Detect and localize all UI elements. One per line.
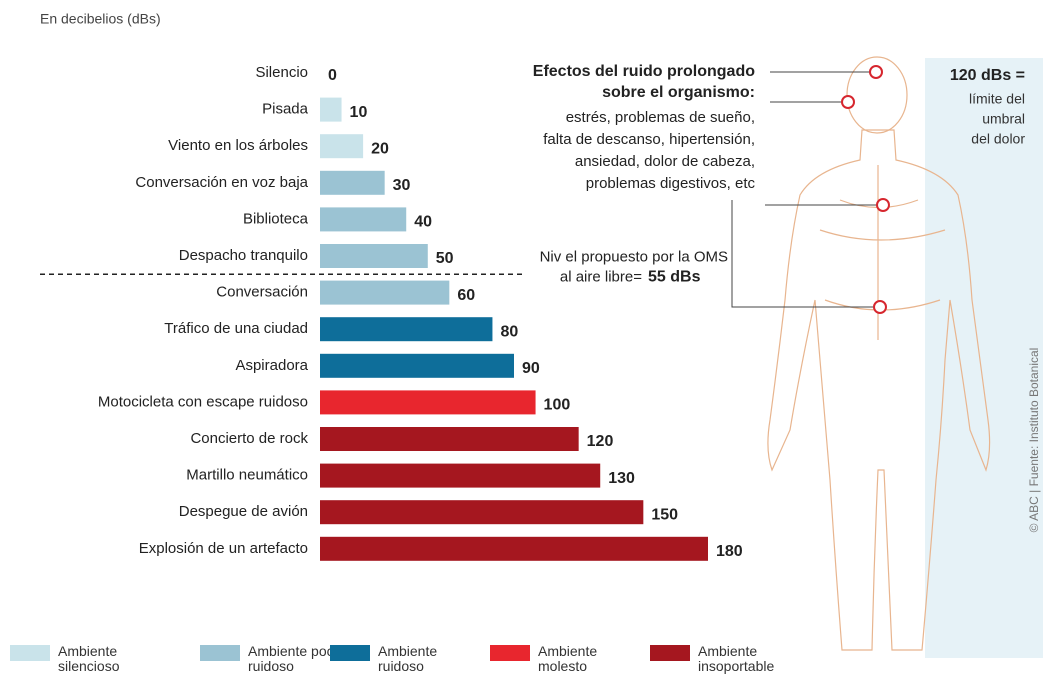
legend-item: Ambiente poco ruidoso xyxy=(200,644,343,674)
legend-item: Ambiente insoportable xyxy=(650,644,793,674)
category-label: Conversación en voz baja xyxy=(135,174,308,191)
bar xyxy=(320,244,428,268)
legend-swatch xyxy=(650,645,690,661)
category-label: Pisada xyxy=(262,101,309,118)
pain-text: límite del xyxy=(969,91,1025,107)
legend-label: Ambiente silencioso xyxy=(58,643,120,674)
markers xyxy=(841,65,890,314)
bar xyxy=(320,390,536,415)
bar xyxy=(320,134,364,159)
pain-band xyxy=(925,58,1043,658)
effects-text: problemas digestivos, etc xyxy=(586,175,756,192)
category-label: Martillo neumático xyxy=(186,467,308,484)
category-label: Motocicleta con escape ruidoso xyxy=(98,393,308,410)
category-label: Conversación xyxy=(216,284,308,301)
category-label: Concierto de rock xyxy=(190,430,308,447)
legend-swatch xyxy=(10,645,50,661)
bar xyxy=(320,500,644,525)
effects-text: falta de descanso, hipertensión, xyxy=(543,131,755,148)
leader-lines xyxy=(731,71,878,308)
bar xyxy=(320,280,450,305)
threshold-note: al aire libre= xyxy=(560,268,642,285)
value-label: 40 xyxy=(414,214,432,231)
legend-label: Ambiente insoportable xyxy=(698,643,775,674)
legend-item: Ambiente silencioso xyxy=(10,644,153,674)
bar xyxy=(320,97,342,122)
pain-title: 120 dBs = xyxy=(950,67,1025,84)
bar xyxy=(320,353,514,378)
pain-text: del dolor xyxy=(971,131,1025,147)
legend-label: Ambiente ruidoso xyxy=(378,643,438,674)
pain-text: umbral xyxy=(982,111,1025,127)
legend-label: Ambiente molesto xyxy=(538,643,598,674)
category-label: Biblioteca xyxy=(243,210,309,227)
value-label: 90 xyxy=(522,360,540,377)
bar xyxy=(320,207,407,232)
value-label: 180 xyxy=(716,543,743,560)
value-label: 50 xyxy=(436,250,454,267)
threshold-note: Niv el propuesto por la OMS xyxy=(540,248,728,265)
bar xyxy=(320,170,385,195)
category-label: Aspiradora xyxy=(235,357,308,374)
value-label: 30 xyxy=(393,177,411,194)
bar xyxy=(320,427,579,451)
value-label: 120 xyxy=(587,433,614,450)
threshold-label: 55 dBs xyxy=(648,269,701,286)
effects-title: sobre el organismo: xyxy=(602,84,755,101)
value-label: 0 xyxy=(328,67,337,84)
legend-swatch xyxy=(490,645,530,661)
value-label: 20 xyxy=(371,140,389,157)
legend-swatch xyxy=(200,645,240,661)
bar xyxy=(320,317,493,342)
legend-swatch xyxy=(330,645,370,661)
category-label: Viento en los árboles xyxy=(168,137,308,154)
effects-text: estrés, problemas de sueño, xyxy=(566,109,755,126)
legend-item: Ambiente molesto xyxy=(490,644,633,674)
effects-text: ansiedad, dolor de cabeza, xyxy=(575,153,755,170)
category-label: Tráfico de una ciudad xyxy=(164,320,308,337)
credit: © ABC | Fuente: Instituto Botanical xyxy=(1027,348,1041,533)
value-label: 80 xyxy=(500,323,518,340)
subtitle: En decibelios (dBs) xyxy=(40,11,161,27)
effects-title: Efectos del ruido prolongado xyxy=(533,63,755,80)
value-label: 130 xyxy=(608,470,635,487)
value-label: 10 xyxy=(350,104,368,121)
bar xyxy=(320,463,601,488)
category-label: Explosión de un artefacto xyxy=(139,540,308,557)
category-label: Silencio xyxy=(255,64,308,81)
legend-label: Ambiente poco ruidoso xyxy=(248,643,342,674)
value-label: 60 xyxy=(457,287,475,304)
value-label: 150 xyxy=(651,506,678,523)
legend-item: Ambiente ruidoso xyxy=(330,644,473,674)
bar xyxy=(320,536,708,561)
category-label: Despacho tranquilo xyxy=(179,247,308,264)
category-label: Despegue de avión xyxy=(179,503,308,520)
value-label: 100 xyxy=(544,397,571,414)
